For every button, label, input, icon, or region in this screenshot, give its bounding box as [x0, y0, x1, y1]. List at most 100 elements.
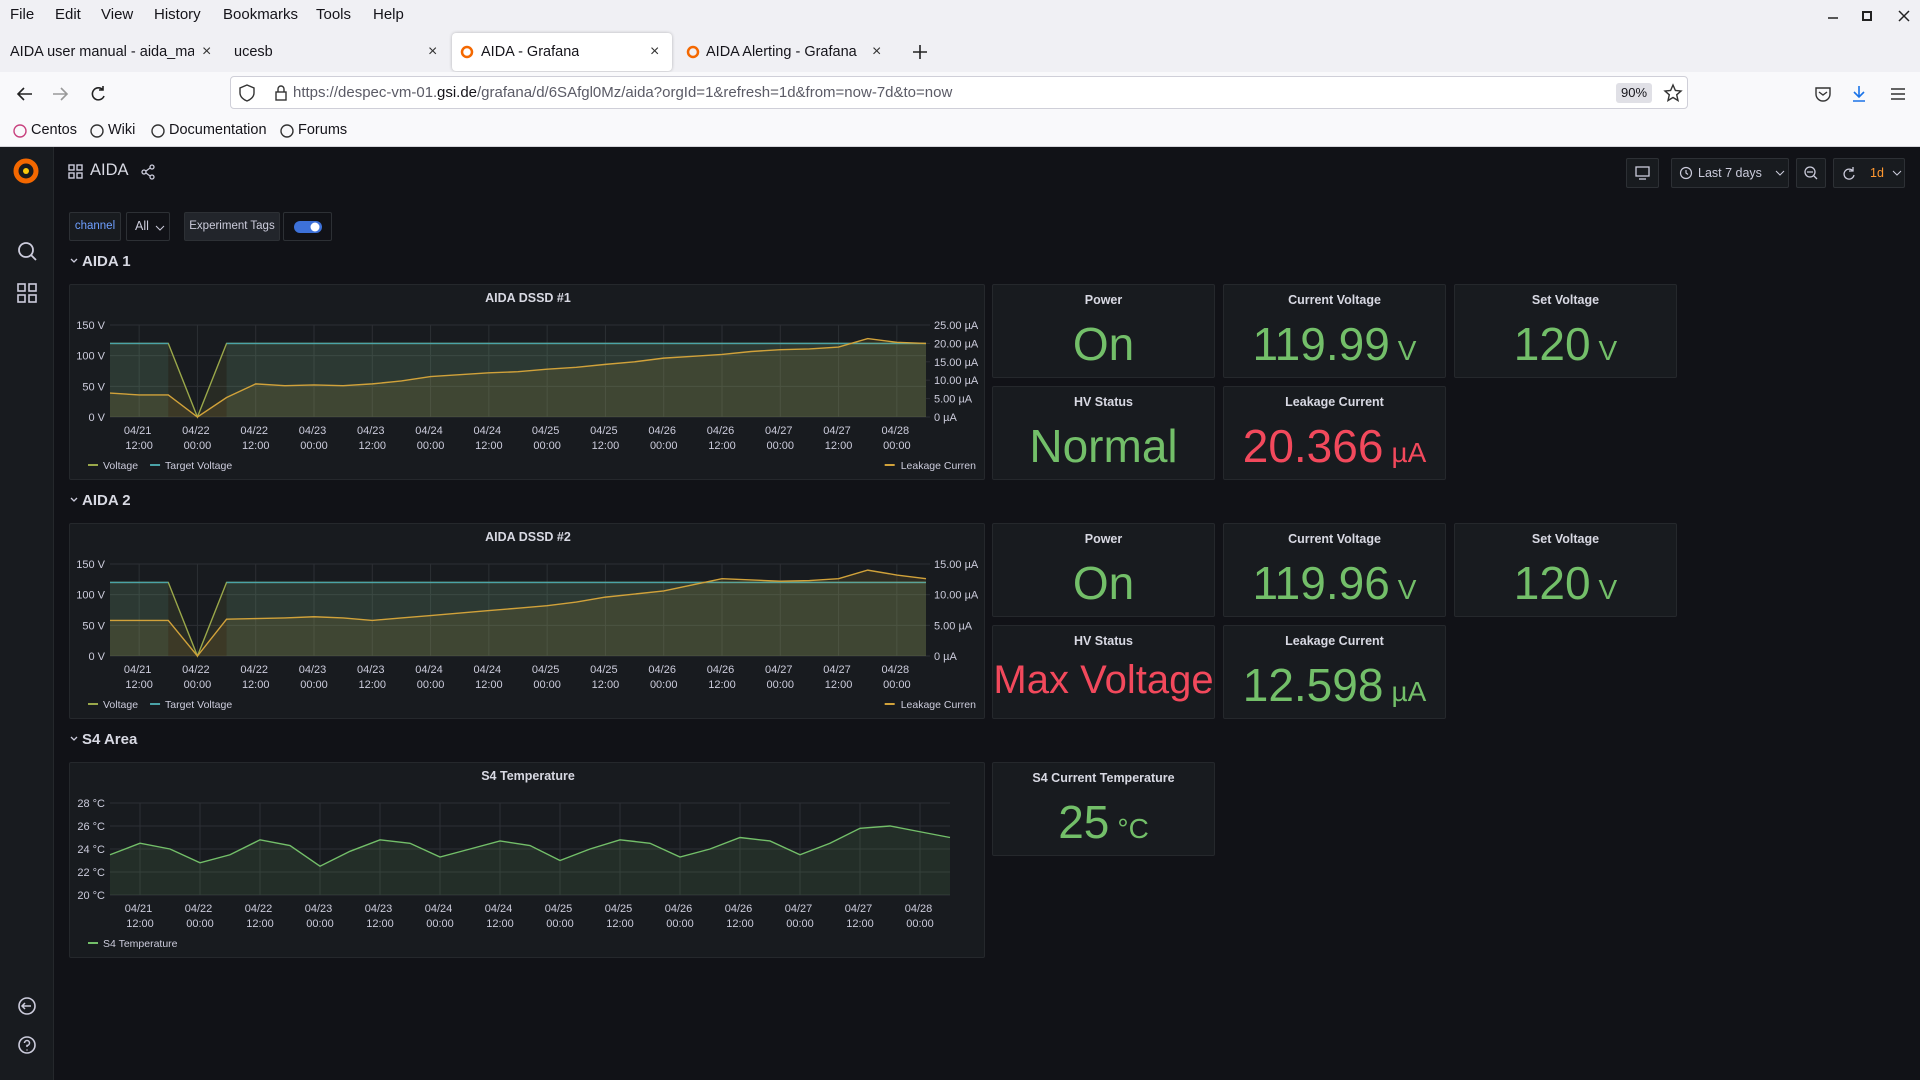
menu-item[interactable]: File: [10, 6, 35, 23]
bookmark[interactable]: Wiki: [108, 122, 136, 138]
bookmark[interactable]: Centos: [31, 122, 77, 138]
chart-title: S4 Temperature: [481, 769, 575, 783]
row-chevron[interactable]: [69, 734, 79, 744]
variable-label: channel: [69, 212, 121, 241]
x-tick-label: 04/22 12:00: [240, 425, 271, 452]
toolbar-icons[interactable]: [1810, 82, 1920, 106]
series-area: [110, 338, 926, 417]
stat-unit: µA: [1391, 437, 1427, 468]
zoom-badge[interactable]: 90%: [1616, 83, 1653, 103]
x-tick-label: 04/23 12:00: [357, 425, 388, 452]
y-tick-label: 50 V: [82, 620, 105, 632]
refresh-picker[interactable]: 1d: [1833, 158, 1905, 188]
menu-item[interactable]: Help: [373, 6, 404, 23]
x-tick-label: 04/27 00:00: [765, 425, 796, 452]
menu-item[interactable]: Tools: [316, 6, 352, 23]
tab[interactable]: AIDA user manual - aida_man ×: [0, 33, 224, 71]
x-tick-label: 04/27 00:00: [785, 903, 816, 930]
tab-icon: [460, 45, 474, 59]
tv-mode[interactable]: [1626, 158, 1659, 188]
url-bar[interactable]: https://despec-vm-01. gsi.de/grafana/d/6S…: [230, 76, 1688, 109]
stat-value: 119.96 V: [1224, 556, 1445, 610]
sidebar-icons[interactable]: [0, 147, 54, 1080]
x-tick-label: 04/26 00:00: [648, 425, 679, 452]
stat-title: HV Status: [1073, 634, 1134, 648]
tab[interactable]: AIDA - Grafana ×: [452, 33, 672, 71]
time-picker[interactable]: Last 7 days: [1671, 158, 1789, 188]
annotation-toggle[interactable]: [283, 212, 332, 241]
row-title[interactable]: AIDA 1: [82, 253, 131, 270]
variable-value: All: [135, 219, 149, 233]
y-tick-label: 150 V: [76, 320, 105, 332]
tab-close[interactable]: ×: [202, 43, 212, 60]
x-tick-label: 04/27 12:00: [823, 425, 854, 452]
x-tick-label: 04/24 12:00: [485, 903, 516, 930]
new-tab[interactable]: [910, 42, 930, 62]
tab-close[interactable]: ×: [650, 43, 660, 60]
caret: [155, 225, 165, 231]
menu-item[interactable]: Edit: [55, 6, 81, 23]
row-chevron[interactable]: [69, 495, 79, 505]
nav-buttons[interactable]: [12, 82, 122, 106]
x-tick-label: 04/25 00:00: [532, 425, 563, 452]
bookmark[interactable]: Documentation: [169, 122, 267, 138]
chart-panel: S4 Temperature 20 °C 22 °C 24 °C 26 °C 28 °C 0…: [69, 762, 985, 958]
stat-title: Current Voltage: [1288, 532, 1381, 546]
x-tick-label: 04/21 12:00: [124, 664, 155, 691]
icon: [13, 124, 27, 138]
row-chevron[interactable]: [69, 256, 79, 266]
stat-unit: V: [1397, 574, 1417, 605]
x-tick-label: 04/24 00:00: [425, 903, 456, 930]
stat-number: Normal: [1029, 420, 1178, 472]
series-line: [110, 569, 927, 658]
dashboard-title[interactable]: AIDA: [90, 161, 129, 179]
row-title[interactable]: S4 Area: [82, 731, 138, 748]
tab-close[interactable]: ×: [428, 43, 438, 60]
x-tick-label: 04/22 00:00: [185, 903, 216, 930]
tab-icon: [686, 45, 700, 59]
bookmark-icon: [280, 124, 294, 138]
stat-title: Power: [1084, 293, 1123, 307]
bookmark-icon: [90, 124, 104, 138]
tab[interactable]: AIDA Alerting - Grafana ×: [674, 33, 894, 71]
tab-title: ucesb: [234, 44, 273, 60]
x-tick-label: 04/27 12:00: [823, 664, 854, 691]
y-tick-label: 22 °C: [77, 867, 105, 879]
bookmark-star[interactable]: [1663, 83, 1683, 103]
menu-item[interactable]: Bookmarks: [223, 6, 299, 23]
y-tick-label: 100 V: [76, 590, 105, 602]
url-domain: gsi.de: [437, 84, 478, 101]
bookmark[interactable]: Forums: [298, 122, 348, 138]
legend-label: Leakage Curren: [901, 699, 976, 711]
y-tick-label: 26 °C: [77, 821, 105, 833]
grafana-app: AIDA Last 7 days 1d channel All Experime…: [0, 147, 1920, 1080]
time-range: Last 7 days: [1698, 166, 1762, 180]
menu-item[interactable]: View: [101, 6, 134, 23]
y2-tick-label: 0 µA: [934, 412, 958, 424]
stat-panel: S4 Current Temperature 25 °C: [992, 762, 1215, 856]
y-tick-label: 150 V: [76, 559, 105, 571]
x-tick-label: 04/26 00:00: [648, 664, 679, 691]
zoom-out[interactable]: [1796, 158, 1826, 188]
stat-title: Leakage Current: [1285, 634, 1384, 648]
chart-panel: AIDA DSSD #1 0 V 50 V 100 V 150 V 0 µA 5.00 µA…: [69, 284, 985, 480]
variable-select[interactable]: All: [126, 212, 170, 241]
menu-item[interactable]: History: [154, 6, 201, 23]
stat-number: 20.366: [1242, 420, 1384, 472]
x-tick-label: 04/21 12:00: [125, 903, 156, 930]
stat-number: On: [1072, 557, 1135, 609]
x-tick-label: 04/23 12:00: [357, 664, 388, 691]
x-tick-label: 04/25 12:00: [590, 664, 621, 691]
x-tick-label: 04/26 00:00: [665, 903, 696, 930]
stat-panel: Current Voltage 119.96 V: [1223, 523, 1446, 617]
tab-close[interactable]: ×: [872, 43, 882, 60]
stat-number: 120: [1513, 557, 1591, 609]
annotation-label: Experiment Tags: [184, 212, 280, 241]
x-tick-label: 04/25 12:00: [605, 903, 636, 930]
row-title[interactable]: AIDA 2: [82, 492, 131, 509]
stat-value: Normal: [993, 419, 1214, 473]
tab[interactable]: ucesb ×: [226, 33, 450, 71]
dash-icons[interactable]: [68, 163, 168, 181]
x-tick-label: 04/28 00:00: [882, 664, 913, 691]
x-tick-label: 04/24 00:00: [415, 664, 446, 691]
